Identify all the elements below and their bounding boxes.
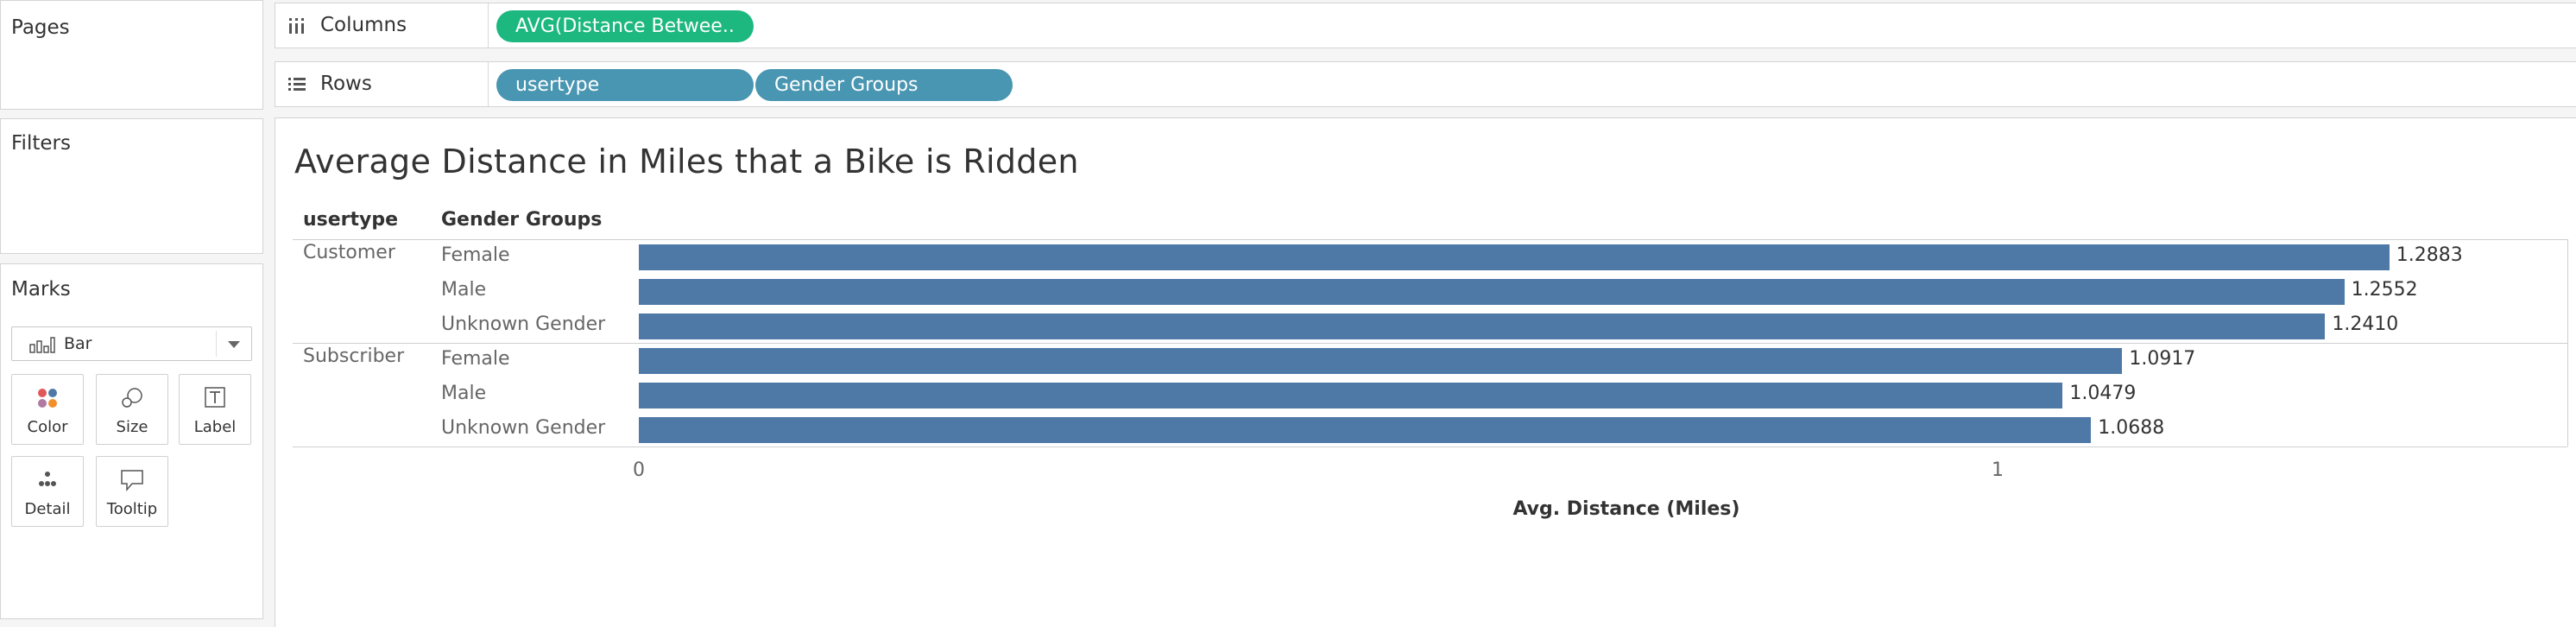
usertype-label: Subscriber [303, 345, 405, 367]
marks-panel: Marks Bar Color [0, 263, 263, 619]
mark-type-dropdown[interactable]: Bar [11, 326, 252, 361]
pages-title: Pages [11, 16, 70, 39]
filters-title: Filters [11, 132, 71, 155]
detail-button[interactable]: Detail [11, 456, 84, 527]
gender-label: Unknown Gender [441, 314, 606, 335]
header-usertype: usertype [303, 209, 399, 231]
chevron-down-icon[interactable] [228, 341, 240, 348]
bar-mark [639, 279, 2345, 305]
pages-panel[interactable]: Pages [0, 0, 263, 110]
bar-mark [639, 348, 2123, 374]
group-divider [293, 343, 2567, 344]
rows-icon [288, 78, 306, 91]
columns-pill-avg-distance[interactable]: AVG(Distance Betwee.. [496, 10, 754, 42]
x-axis-tick-label: 0 [633, 459, 645, 481]
label-button[interactable]: Label [179, 374, 251, 445]
color-button-label: Color [27, 418, 68, 436]
bar-chart-icon [29, 337, 55, 353]
chart-view: Average Distance in Miles that a Bike is… [275, 117, 2576, 627]
bar-mark [639, 244, 2390, 270]
size-button-label: Size [116, 418, 148, 436]
gender-label: Female [441, 244, 510, 266]
rows-pill-usertype[interactable]: usertype [496, 69, 754, 101]
mark-type-label: Bar [64, 334, 92, 353]
bar-mark [639, 314, 2326, 339]
bar-mark [639, 383, 2063, 408]
bar-value-label: 1.2410 [2332, 314, 2399, 335]
usertype-label: Customer [303, 242, 395, 263]
tooltip-button-label: Tooltip [106, 500, 158, 518]
pane-top-border [293, 239, 2567, 240]
dropdown-separator [216, 331, 217, 357]
color-icon [38, 389, 57, 408]
columns-icon [289, 18, 304, 34]
columns-label: Columns [320, 14, 407, 36]
filters-panel[interactable]: Filters [0, 118, 263, 254]
color-button[interactable]: Color [11, 374, 84, 445]
marks-title: Marks [11, 278, 71, 301]
sheet-title: Average Distance in Miles that a Bike is… [294, 142, 1079, 180]
label-icon [205, 387, 225, 408]
size-icon [122, 388, 142, 408]
rows-shelf[interactable]: Rows usertype Gender Groups [275, 61, 2576, 107]
gender-label: Male [441, 279, 487, 301]
x-axis-title: Avg. Distance (Miles) [1512, 498, 1740, 520]
columns-shelf[interactable]: Columns AVG(Distance Betwee.. [275, 3, 2576, 48]
gender-label: Male [441, 383, 487, 404]
gender-label: Unknown Gender [441, 417, 606, 439]
gender-label: Female [441, 348, 510, 370]
bar-mark [639, 417, 2092, 443]
size-button[interactable]: Size [96, 374, 168, 445]
bar-value-label: 1.2552 [2351, 279, 2418, 301]
bar-value-label: 1.0688 [2098, 417, 2165, 439]
bar-value-label: 1.0479 [2069, 383, 2137, 404]
pane-right-border [2567, 239, 2568, 446]
tooltip-icon [121, 470, 143, 492]
shelf-divider [488, 62, 489, 106]
x-axis-tick-label: 1 [1992, 459, 2004, 481]
group-divider [293, 446, 2567, 447]
bar-value-label: 1.2883 [2396, 244, 2463, 266]
header-gender-groups: Gender Groups [441, 209, 603, 231]
detail-icon [39, 472, 56, 486]
label-button-label: Label [193, 418, 237, 436]
bar-value-label: 1.0917 [2129, 348, 2196, 370]
detail-button-label: Detail [24, 500, 71, 518]
rows-label: Rows [320, 73, 372, 95]
shelf-divider [488, 3, 489, 48]
rows-pill-gender-groups[interactable]: Gender Groups [755, 69, 1013, 101]
tooltip-button[interactable]: Tooltip [96, 456, 168, 527]
